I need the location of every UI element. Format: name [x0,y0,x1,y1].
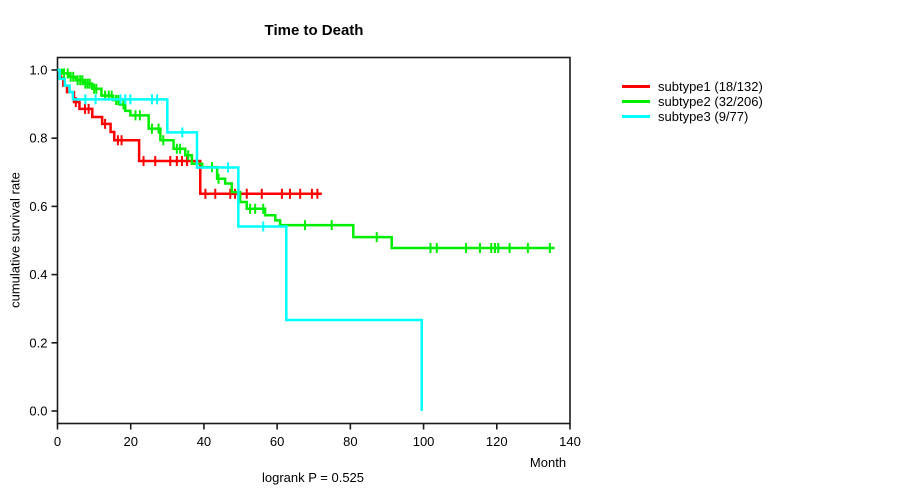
plot-box [56,56,571,425]
y-tick-label: 0.0 [29,404,47,419]
legend-swatch-subtype2 [622,100,650,103]
legend-label-subtype3: subtype3 (9/77) [658,109,749,124]
x-tick-label: 80 [343,434,357,449]
y-tick-label: 0.2 [29,335,47,350]
y-axis-label: cumulative survival rate [7,172,23,308]
y-tick-label: 0.6 [29,199,47,214]
km-curve-subtype2 [57,68,555,250]
legend-item-subtype2: subtype2 (32/206) [622,94,763,109]
x-tick-label: 60 [270,434,284,449]
km-curve-subtype1 [57,68,322,196]
x-tick-label: 140 [559,434,581,449]
logrank-annotation: logrank P = 0.525 [261,470,365,485]
x-tick-label: 0 [54,434,61,449]
legend-label-subtype1: subtype1 (18/132) [658,79,763,94]
y-tick-label: 1.0 [29,63,47,78]
x-tick-label: 20 [123,434,137,449]
km-curve-subtype3 [57,68,423,411]
legend-item-subtype1: subtype1 (18/132) [622,79,763,94]
plot-title: Time to Death [264,22,364,39]
x-tick-label: 120 [486,434,508,449]
legend: subtype1 (18/132) subtype2 (32/206) subt… [622,79,763,124]
y-tick-label: 0.4 [29,267,47,282]
legend-label-subtype2: subtype2 (32/206) [658,94,763,109]
legend-swatch-subtype3 [622,115,650,118]
legend-swatch-subtype1 [622,85,650,88]
legend-item-subtype3: subtype3 (9/77) [622,109,763,124]
y-tick-label: 0.8 [29,131,47,146]
x-tick-label: 40 [197,434,211,449]
x-tick-label: 100 [413,434,435,449]
x-axis-unit-label: Month [529,455,567,470]
